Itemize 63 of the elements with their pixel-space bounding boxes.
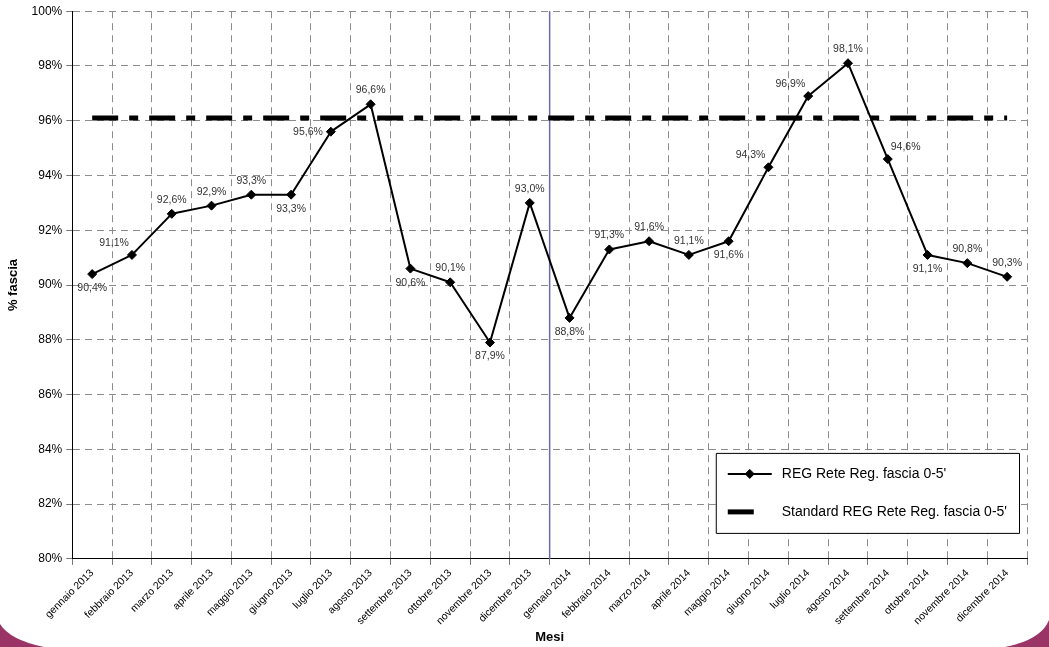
y-tick-label: 86% bbox=[38, 386, 63, 401]
point bbox=[365, 99, 376, 110]
data-label: 93,3% bbox=[276, 201, 306, 214]
y-tick-label: 94% bbox=[38, 167, 63, 182]
point bbox=[286, 189, 297, 200]
data-label: 95,6% bbox=[293, 124, 323, 137]
point bbox=[723, 236, 734, 247]
y-tick-label: 88% bbox=[38, 332, 63, 347]
y-tick-label: 84% bbox=[38, 441, 63, 456]
point bbox=[763, 162, 774, 173]
y-tick-label: 96% bbox=[38, 113, 63, 128]
data-label: 90,6% bbox=[395, 275, 426, 288]
point bbox=[524, 197, 535, 208]
data-label: 92,9% bbox=[196, 184, 227, 197]
point bbox=[803, 91, 814, 102]
point bbox=[564, 312, 575, 323]
y-tick-label: 80% bbox=[38, 551, 63, 566]
point bbox=[604, 244, 615, 255]
data-label: 91,1% bbox=[99, 235, 129, 248]
point bbox=[683, 249, 694, 260]
y-tick-label: 98% bbox=[38, 58, 63, 73]
point bbox=[206, 200, 217, 211]
y-tick-label: 100% bbox=[31, 3, 63, 18]
point bbox=[405, 263, 416, 274]
data-label: 96,6% bbox=[355, 83, 386, 96]
data-label: 94,3% bbox=[735, 148, 766, 161]
y-tick-label: 92% bbox=[38, 222, 63, 237]
point bbox=[484, 337, 495, 348]
y-tick-label: 90% bbox=[38, 277, 63, 292]
point bbox=[644, 236, 655, 247]
point bbox=[962, 258, 973, 269]
point bbox=[842, 58, 853, 69]
data-label: 90,4% bbox=[77, 280, 108, 293]
point bbox=[325, 126, 336, 137]
data-label: 98,1% bbox=[833, 42, 863, 55]
y-axis-title: % fascia bbox=[5, 258, 21, 312]
data-label: 90,8% bbox=[952, 242, 983, 255]
data-label: 87,9% bbox=[475, 349, 505, 362]
data-label: 94,6% bbox=[890, 139, 921, 152]
data-label: 88,8% bbox=[554, 324, 585, 337]
data-label: 91,1% bbox=[673, 233, 704, 246]
point bbox=[87, 269, 98, 280]
point bbox=[445, 277, 456, 288]
y-tick-label: 82% bbox=[38, 496, 63, 511]
data-label: 93,3% bbox=[236, 173, 267, 186]
legend-label: REG Rete Reg. fascia 0-5' bbox=[781, 464, 947, 481]
data-label: 90,3% bbox=[992, 255, 1023, 268]
data-label: 91,6% bbox=[634, 220, 664, 233]
data-label: 96,9% bbox=[775, 76, 806, 89]
data-label: 93,0% bbox=[514, 181, 545, 194]
data-label: 92,6% bbox=[156, 192, 187, 205]
point bbox=[246, 189, 257, 200]
point bbox=[126, 249, 137, 260]
point bbox=[166, 208, 177, 219]
data-label: 90,1% bbox=[435, 261, 466, 274]
x-axis-title: Mesi bbox=[535, 628, 565, 644]
point bbox=[1002, 271, 1013, 282]
legend-label: Standard REG Rete Reg. fascia 0-5' bbox=[781, 502, 1007, 519]
data-label: 91,1% bbox=[912, 261, 943, 274]
point bbox=[882, 154, 893, 165]
point bbox=[922, 249, 933, 260]
data-label: 91,6% bbox=[713, 248, 744, 261]
data-label: 91,3% bbox=[594, 228, 625, 241]
